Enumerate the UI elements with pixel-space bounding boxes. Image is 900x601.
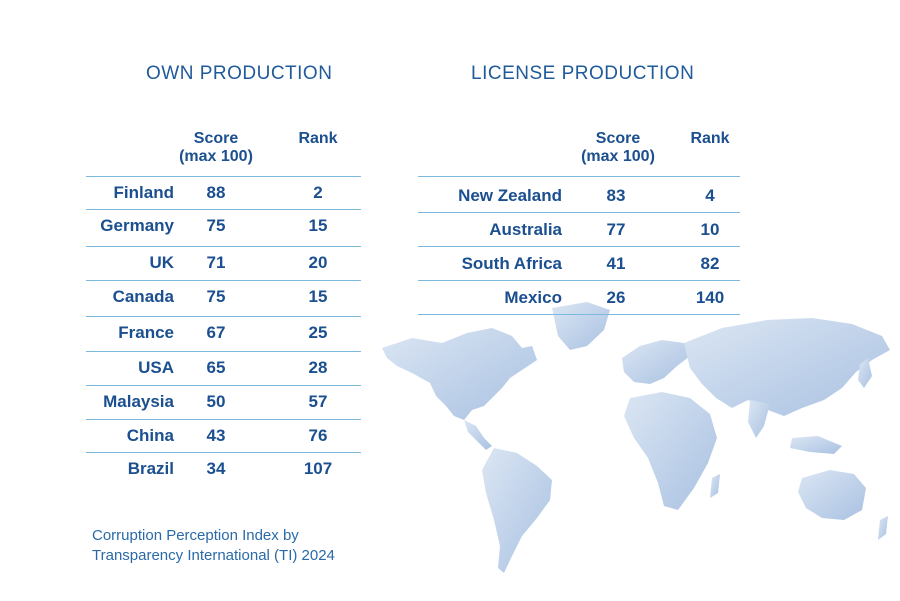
score-value: 67 xyxy=(206,323,226,342)
own-production-heading: OWN PRODUCTION xyxy=(146,63,333,84)
rank-value: 25 xyxy=(308,323,328,342)
rank-value: 15 xyxy=(308,216,328,235)
country-name: Germany xyxy=(100,216,174,235)
country-name: China xyxy=(126,426,174,445)
country-name: USA xyxy=(138,358,174,377)
rank-value: 2 xyxy=(313,183,323,202)
country-name: Canada xyxy=(112,287,174,306)
rank-value: 82 xyxy=(700,254,720,273)
rank-value: 20 xyxy=(308,253,328,272)
country-name: Australia xyxy=(489,220,562,239)
rank-value: 140 xyxy=(695,288,725,307)
country-name: Finland xyxy=(113,183,174,202)
country-name: France xyxy=(118,323,174,342)
license-rank-header: Rank xyxy=(690,130,730,147)
score-value: 43 xyxy=(206,426,226,445)
country-name: New Zealand xyxy=(458,186,562,205)
score-value: 50 xyxy=(206,392,226,411)
license-score-header: Score (max 100) xyxy=(581,130,655,165)
rank-value: 4 xyxy=(705,186,715,205)
rank-value: 57 xyxy=(308,392,328,411)
country-name: UK xyxy=(149,253,174,272)
rank-value: 15 xyxy=(308,287,328,306)
country-name: Mexico xyxy=(504,288,562,307)
footnote: Corruption Perception Index by Transpare… xyxy=(92,527,335,564)
own-score-header: Score (max 100) xyxy=(179,130,253,165)
rank-value: 107 xyxy=(303,459,333,478)
own-rank-header: Rank xyxy=(298,130,338,147)
score-value: 75 xyxy=(206,216,226,235)
license-production-heading: LICENSE PRODUCTION xyxy=(471,63,695,84)
country-name: Brazil xyxy=(127,459,174,478)
world-map-icon xyxy=(382,302,890,573)
rank-value: 28 xyxy=(308,358,328,377)
score-value: 65 xyxy=(206,358,226,377)
rank-value: 10 xyxy=(700,220,720,239)
score-value: 83 xyxy=(606,186,626,205)
score-value: 34 xyxy=(206,459,226,478)
rank-value: 76 xyxy=(308,426,328,445)
country-name: South Africa xyxy=(461,254,562,273)
score-value: 75 xyxy=(206,287,226,306)
score-value: 77 xyxy=(606,220,626,239)
score-value: 88 xyxy=(206,183,226,202)
score-value: 71 xyxy=(206,253,226,272)
country-name: Malaysia xyxy=(103,392,174,411)
score-value: 41 xyxy=(606,254,626,273)
score-value: 26 xyxy=(606,288,626,307)
